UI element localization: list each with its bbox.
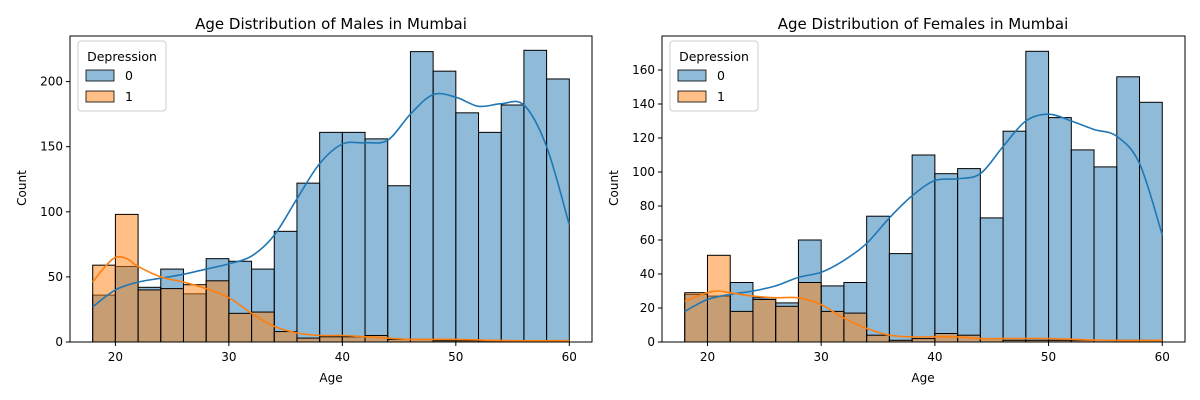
bar	[934, 333, 959, 343]
bar	[387, 185, 411, 343]
bar	[1116, 76, 1141, 343]
bar	[500, 104, 525, 343]
legend-swatch-0	[677, 69, 707, 82]
bar	[911, 154, 936, 343]
chart-title: Age Distribution of Females in Mumbai	[778, 15, 1069, 33]
legend-swatch-1	[85, 90, 115, 103]
x-tick-label: 30	[814, 350, 829, 364]
bar	[432, 70, 457, 343]
x-axis-label: Age	[911, 371, 934, 385]
bar	[228, 312, 253, 343]
legend-label-1: 1	[717, 89, 725, 104]
bar	[1048, 117, 1072, 343]
panel-females: Age Distribution of Females in Mumbai Ag…	[607, 15, 1186, 385]
bar	[866, 215, 890, 343]
y-tick-label: 20	[640, 301, 655, 315]
bar	[957, 168, 981, 343]
y-tick-label: 160	[632, 63, 655, 77]
y-tick-label: 50	[48, 270, 63, 284]
legend: Depression 0 1	[77, 40, 167, 112]
x-tick-label: 60	[562, 350, 577, 364]
bar	[182, 284, 207, 343]
y-tick-label: 0	[55, 335, 63, 349]
bar	[797, 282, 822, 343]
chart-title: Age Distribution of Males in Mumbai	[195, 15, 467, 33]
bar	[319, 131, 343, 343]
y-tick-label: 40	[640, 267, 655, 281]
bar	[775, 305, 799, 343]
bar	[251, 311, 275, 343]
x-axis-label: Age	[319, 371, 342, 385]
bar	[911, 338, 936, 343]
series-bars-1	[92, 213, 570, 343]
y-axis-label: Count	[607, 170, 621, 206]
bar	[160, 288, 184, 343]
bar	[319, 336, 343, 343]
kde-line-1	[92, 255, 570, 342]
x-tick-label: 20	[108, 350, 123, 364]
bar	[934, 173, 959, 343]
y-tick-label: 100	[40, 205, 63, 219]
bar	[1093, 166, 1118, 343]
bar	[296, 337, 321, 343]
bar	[341, 336, 366, 343]
bar	[866, 334, 890, 343]
bar	[296, 182, 321, 343]
legend-swatch-0	[85, 69, 115, 82]
axes-frame	[69, 35, 593, 343]
y-tick-label: 150	[40, 140, 63, 154]
y-tick-label: 0	[647, 335, 655, 349]
plot-area: 20 30 40 50 60 0 50 100 150 200	[40, 35, 593, 364]
legend-label-1: 1	[125, 89, 133, 104]
axes-frame	[661, 35, 1186, 343]
bar	[1070, 149, 1095, 343]
bar	[1025, 50, 1050, 343]
bar	[455, 112, 480, 343]
legend-swatch-1	[677, 90, 707, 103]
kde-line-1	[684, 290, 1163, 342]
bar	[341, 131, 366, 343]
bar	[478, 131, 502, 343]
bar	[1002, 130, 1027, 343]
y-tick-label: 60	[640, 233, 655, 247]
bar	[888, 253, 913, 343]
kde-line-0	[92, 92, 571, 308]
x-tick-label: 20	[700, 350, 715, 364]
x-tick-label: 30	[221, 350, 236, 364]
legend-label-0: 0	[125, 68, 133, 83]
y-axis-label: Count	[15, 170, 29, 206]
panel-males: Age Distribution of Males in Mumbai Age …	[15, 15, 593, 385]
legend-label-0: 0	[717, 68, 725, 83]
plot-area: 20 30 40 50 60 0 20 40 60 80 100 120 140 160	[632, 35, 1186, 364]
x-tick-label: 40	[335, 350, 350, 364]
x-tick-label: 60	[1155, 350, 1170, 364]
y-tick-label: 140	[632, 97, 655, 111]
bar	[273, 331, 298, 343]
bar	[273, 230, 298, 343]
y-tick-label: 120	[632, 131, 655, 145]
bar	[979, 217, 1004, 343]
bar	[729, 310, 754, 343]
bar	[409, 51, 434, 343]
legend: Depression 0 1	[669, 40, 759, 112]
kde-line-0	[684, 113, 1164, 313]
x-tick-label: 50	[448, 350, 463, 364]
legend-title: Depression	[679, 49, 749, 64]
bar	[114, 213, 139, 343]
bar	[364, 138, 389, 343]
y-tick-label: 80	[640, 199, 655, 213]
legend-title: Depression	[87, 49, 157, 64]
bar	[137, 289, 162, 343]
bar	[752, 299, 777, 343]
x-tick-label: 50	[1041, 350, 1056, 364]
bar	[523, 49, 548, 343]
y-tick-label: 100	[632, 165, 655, 179]
x-tick-label: 40	[927, 350, 942, 364]
y-tick-label: 200	[40, 75, 63, 89]
series-bars-1	[684, 254, 1163, 343]
